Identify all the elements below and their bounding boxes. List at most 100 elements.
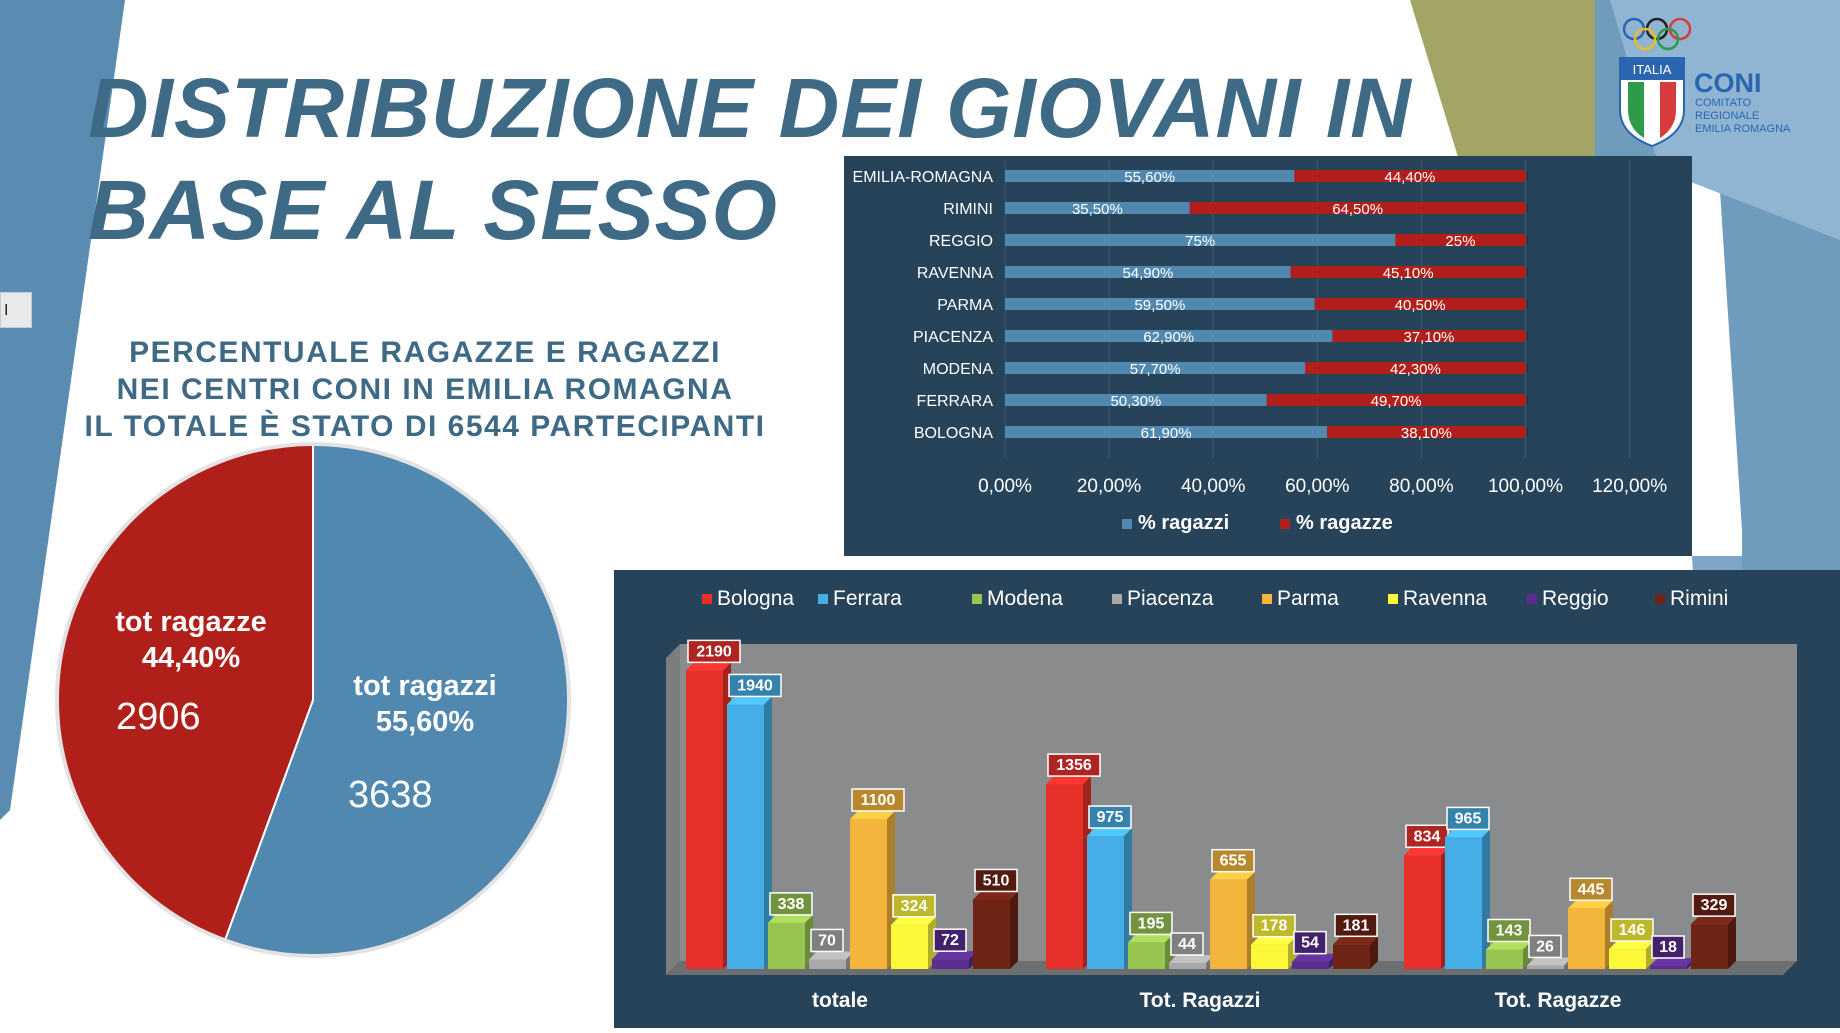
pie-label-girls-percent: 44,40% [141,642,241,674]
value-label-box [1528,934,1562,959]
value-label: 70 [818,932,836,949]
value-label: 329 [1701,897,1728,914]
bar-girls-label: 49,70% [1371,393,1422,410]
legend-label-modena: Modena [987,587,1063,610]
subtitle-line-2: NEI CENTRI CONI IN EMILIA ROMAGNA [116,373,734,406]
bar-bologna [1046,784,1083,969]
legend-label-boys: % ragazzi [1138,512,1229,534]
legend-swatch-ravenna [1388,594,1398,604]
bar-parma [1210,879,1247,969]
bar-boys-label: 75% [1185,233,1215,250]
bar-top [1046,776,1091,785]
category-label: Tot. Ragazze [1495,989,1622,1012]
bar-rimini [1691,924,1728,969]
pie-label-boys-name: tot ragazzi [353,670,497,702]
bar-piacenza [809,959,846,969]
value-label-box [769,892,813,916]
legend-swatch-piacenza [1112,594,1122,604]
bar-top [727,696,772,705]
logo-line-3: EMILIA ROMAGNA [1695,123,1791,135]
bar-side [805,914,813,969]
value-label-box [1487,918,1531,943]
category-label: RIMINI [943,201,993,218]
value-label: 975 [1097,809,1124,826]
bar-girls [1266,394,1526,406]
value-label: 18 [1659,939,1677,956]
value-label-box [892,894,936,918]
bar-boys [1005,426,1328,438]
legend-label-bologna: Bologna [717,587,794,610]
value-label: 178 [1261,918,1288,935]
bar-top [1691,916,1736,925]
bar-modena [768,922,805,969]
value-label: 44 [1178,936,1196,953]
plot-back-wall [680,644,1797,961]
bar-girls [1290,266,1526,278]
value-label: 445 [1578,881,1605,898]
value-label-box [1129,911,1173,936]
subtitle-line-3: IL TOTALE È STATO DI 6544 PARTECIPANTI [84,410,766,443]
bar-parma [1568,908,1605,969]
bar-girls [1327,426,1526,438]
value-label: 2190 [696,643,732,660]
value-label: 1940 [737,677,773,694]
logo-line-1: COMITATO [1695,97,1752,109]
pie-label-girls-name: tot ragazze [115,606,267,638]
bar-girls [1305,362,1526,374]
value-label: 1356 [1056,757,1092,774]
bar-top [1292,953,1337,962]
value-label: 181 [1343,917,1370,934]
category-label: REGGIO [929,233,993,250]
bar-girls-label: 25% [1445,233,1475,250]
pie-count-girls: 2906 [116,696,201,738]
bar-ravenna [1251,944,1288,969]
bar-side [1010,891,1018,969]
value-label-box [1692,893,1736,917]
bar-boys-label: 55,60% [1124,169,1175,186]
value-label-box [1211,848,1255,873]
logo-line-2: REGIONALE [1695,110,1759,122]
value-label: 54 [1301,935,1319,952]
category-label: BOLOGNA [914,425,993,442]
bar-top [1650,958,1695,966]
pie-label-boys-percent: 55,60% [375,706,475,738]
bar-boys [1005,298,1315,310]
bar-top [809,951,854,960]
legend-swatch-girls [1280,519,1290,529]
bar-side [1728,916,1736,969]
plot-side-wall [666,644,680,975]
bar-top [1251,936,1296,945]
pie-chart [55,442,571,958]
value-label-box [1088,805,1132,829]
bar-top [686,662,731,671]
value-label-box [1569,877,1613,902]
value-label-box [851,788,905,812]
pie-label-girls: tot ragazze 44,40% [98,604,284,676]
value-label: 146 [1619,922,1646,939]
olympic-rings-icon [1622,17,1692,51]
side-tab[interactable]: I [0,292,32,328]
value-label: 510 [983,872,1010,889]
bar-bologna [686,670,723,969]
value-label-box [1610,918,1654,942]
bar-top [1609,941,1654,950]
bar-boys-label: 50,30% [1110,393,1161,410]
value-label: 965 [1455,810,1482,827]
value-label: 143 [1496,923,1523,940]
bar-piacenza [1169,963,1206,969]
bar-top [1445,829,1490,838]
value-label: 338 [778,896,805,913]
bar-girls [1294,170,1526,182]
value-label: 1100 [861,792,896,809]
bar-boys-label: 59,50% [1134,297,1185,314]
bar-top [891,916,936,925]
bar-girls-label: 40,50% [1395,297,1446,314]
clustered-bar-chart-panel: Bologna Ferrara Modena Piacenza Parma Ravenna… [614,570,1840,1028]
pie-outline [55,442,571,958]
pie-count-boys: 3638 [348,774,433,816]
bar-top [1169,955,1214,963]
value-label-box [728,673,782,698]
bar-girls [1189,202,1526,214]
value-label: 72 [941,932,959,949]
legend-label-parma: Parma [1277,587,1339,610]
